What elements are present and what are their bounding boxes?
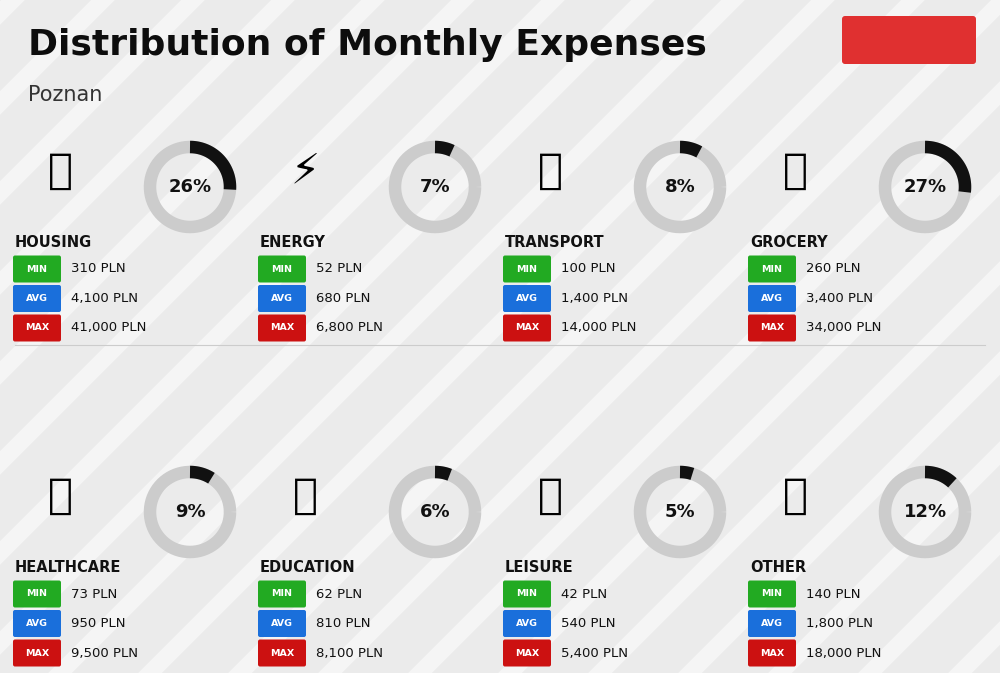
Text: 1,400 PLN: 1,400 PLN xyxy=(561,292,628,305)
Text: 8,100 PLN: 8,100 PLN xyxy=(316,647,383,660)
FancyBboxPatch shape xyxy=(503,256,551,283)
FancyBboxPatch shape xyxy=(258,314,306,341)
Text: ENERGY: ENERGY xyxy=(260,235,326,250)
Text: 42 PLN: 42 PLN xyxy=(561,588,607,600)
Text: 6,800 PLN: 6,800 PLN xyxy=(316,322,383,334)
Text: MAX: MAX xyxy=(25,649,49,658)
Text: LEISURE: LEISURE xyxy=(505,560,574,575)
Text: 🏢: 🏢 xyxy=(48,150,72,192)
FancyBboxPatch shape xyxy=(748,581,796,608)
Text: MAX: MAX xyxy=(760,324,784,332)
Text: HOUSING: HOUSING xyxy=(15,235,92,250)
Text: Poznan: Poznan xyxy=(28,85,102,105)
Text: MAX: MAX xyxy=(25,324,49,332)
FancyBboxPatch shape xyxy=(258,256,306,283)
Text: HEALTHCARE: HEALTHCARE xyxy=(15,560,121,575)
FancyBboxPatch shape xyxy=(748,639,796,666)
Text: 950 PLN: 950 PLN xyxy=(71,617,126,630)
FancyBboxPatch shape xyxy=(503,581,551,608)
Text: 73 PLN: 73 PLN xyxy=(71,588,117,600)
FancyBboxPatch shape xyxy=(748,314,796,341)
Text: 62 PLN: 62 PLN xyxy=(316,588,362,600)
Text: 💰: 💰 xyxy=(782,475,808,517)
FancyBboxPatch shape xyxy=(503,314,551,341)
Text: EDUCATION: EDUCATION xyxy=(260,560,356,575)
Text: 3,400 PLN: 3,400 PLN xyxy=(806,292,873,305)
Text: AVG: AVG xyxy=(761,619,783,628)
Text: 5%: 5% xyxy=(665,503,695,521)
Text: 8%: 8% xyxy=(665,178,695,196)
Text: MIN: MIN xyxy=(516,590,538,598)
Text: MIN: MIN xyxy=(762,590,782,598)
Text: 18,000 PLN: 18,000 PLN xyxy=(806,647,881,660)
Text: 100 PLN: 100 PLN xyxy=(561,262,616,275)
Text: 4,100 PLN: 4,100 PLN xyxy=(71,292,138,305)
Text: 12%: 12% xyxy=(903,503,947,521)
FancyBboxPatch shape xyxy=(258,610,306,637)
FancyBboxPatch shape xyxy=(13,581,61,608)
FancyBboxPatch shape xyxy=(13,285,61,312)
FancyBboxPatch shape xyxy=(503,610,551,637)
Text: AVG: AVG xyxy=(271,294,293,303)
Text: MAX: MAX xyxy=(270,324,294,332)
FancyBboxPatch shape xyxy=(13,639,61,666)
Text: AVG: AVG xyxy=(26,294,48,303)
Text: MIN: MIN xyxy=(27,264,48,273)
Text: 27%: 27% xyxy=(903,178,947,196)
FancyBboxPatch shape xyxy=(258,581,306,608)
Text: 🛍: 🛍 xyxy=(538,475,562,517)
Text: MIN: MIN xyxy=(272,590,292,598)
Text: 540 PLN: 540 PLN xyxy=(561,617,616,630)
Text: AVG: AVG xyxy=(26,619,48,628)
Text: MIN: MIN xyxy=(272,264,292,273)
Text: AVG: AVG xyxy=(761,294,783,303)
FancyBboxPatch shape xyxy=(258,639,306,666)
Text: 26%: 26% xyxy=(168,178,212,196)
Text: MAX: MAX xyxy=(760,649,784,658)
Text: MAX: MAX xyxy=(270,649,294,658)
Text: ⚡: ⚡ xyxy=(290,150,320,192)
Text: 5,400 PLN: 5,400 PLN xyxy=(561,647,628,660)
FancyBboxPatch shape xyxy=(503,285,551,312)
Text: 260 PLN: 260 PLN xyxy=(806,262,860,275)
Text: 🎓: 🎓 xyxy=(292,475,318,517)
FancyBboxPatch shape xyxy=(842,16,976,64)
Text: MIN: MIN xyxy=(516,264,538,273)
Text: 810 PLN: 810 PLN xyxy=(316,617,370,630)
FancyBboxPatch shape xyxy=(13,256,61,283)
Text: MAX: MAX xyxy=(515,649,539,658)
Text: 140 PLN: 140 PLN xyxy=(806,588,860,600)
Text: 1,800 PLN: 1,800 PLN xyxy=(806,617,873,630)
Text: 41,000 PLN: 41,000 PLN xyxy=(71,322,146,334)
Text: TRANSPORT: TRANSPORT xyxy=(505,235,605,250)
Text: MAX: MAX xyxy=(515,324,539,332)
FancyBboxPatch shape xyxy=(13,314,61,341)
Text: 6%: 6% xyxy=(420,503,450,521)
FancyBboxPatch shape xyxy=(748,256,796,283)
Text: 680 PLN: 680 PLN xyxy=(316,292,370,305)
Text: OTHER: OTHER xyxy=(750,560,806,575)
Text: 🛒: 🛒 xyxy=(782,150,808,192)
Text: AVG: AVG xyxy=(516,294,538,303)
Text: 🧡: 🧡 xyxy=(48,475,72,517)
FancyBboxPatch shape xyxy=(503,639,551,666)
Text: 9%: 9% xyxy=(175,503,205,521)
Text: 🚌: 🚌 xyxy=(538,150,562,192)
Text: Distribution of Monthly Expenses: Distribution of Monthly Expenses xyxy=(28,28,707,62)
FancyBboxPatch shape xyxy=(748,285,796,312)
Text: AVG: AVG xyxy=(516,619,538,628)
Text: AVG: AVG xyxy=(271,619,293,628)
Text: 7%: 7% xyxy=(420,178,450,196)
Text: 310 PLN: 310 PLN xyxy=(71,262,126,275)
FancyBboxPatch shape xyxy=(748,610,796,637)
Text: GROCERY: GROCERY xyxy=(750,235,828,250)
Text: MIN: MIN xyxy=(27,590,48,598)
Text: 14,000 PLN: 14,000 PLN xyxy=(561,322,636,334)
Text: 34,000 PLN: 34,000 PLN xyxy=(806,322,881,334)
FancyBboxPatch shape xyxy=(13,610,61,637)
FancyBboxPatch shape xyxy=(258,285,306,312)
Text: MIN: MIN xyxy=(762,264,782,273)
Text: 9,500 PLN: 9,500 PLN xyxy=(71,647,138,660)
Text: 52 PLN: 52 PLN xyxy=(316,262,362,275)
